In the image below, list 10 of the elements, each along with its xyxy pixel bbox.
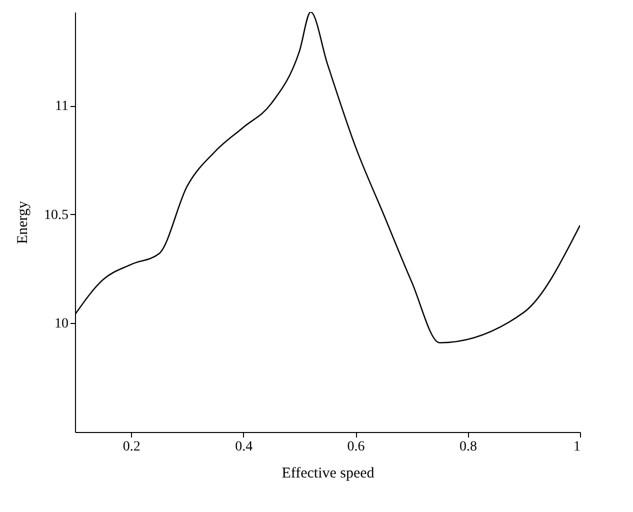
y-tick-label: 10: [54, 316, 68, 332]
x-tick-label: 0.2: [122, 440, 140, 454]
x-tick-label: 0.4: [235, 440, 253, 454]
x-tick-label: 0.6: [347, 440, 365, 454]
y-tick-label: 11: [55, 99, 68, 114]
x-axis-title: Effective speed: [282, 466, 375, 482]
x-tick-label: 0.8: [460, 440, 478, 454]
y-axis-title: Energy: [15, 200, 31, 244]
y-tick-label: 10.5: [44, 208, 68, 223]
x-tick-label: 1: [574, 440, 580, 454]
